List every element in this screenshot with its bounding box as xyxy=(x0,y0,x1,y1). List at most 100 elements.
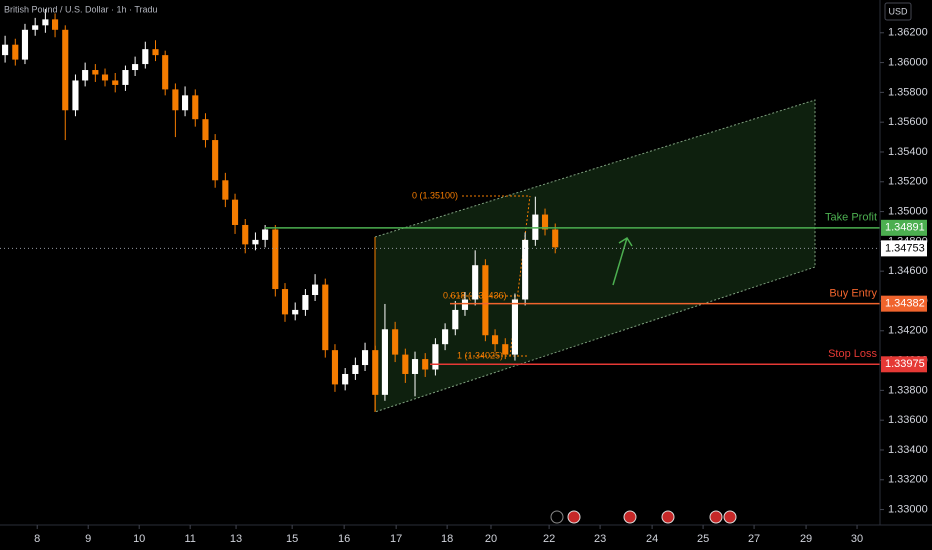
candle-body xyxy=(281,289,289,315)
candle-body xyxy=(452,309,459,330)
candle-body xyxy=(292,309,299,315)
candle-body xyxy=(242,224,249,245)
x-tick-label: 13 xyxy=(230,533,242,545)
y-tick-label: 1.34200 xyxy=(888,325,928,337)
fib-label: 1 (1.34025) xyxy=(457,350,503,360)
candle-body xyxy=(52,19,59,30)
candle-body xyxy=(322,284,329,351)
level-name: Stop Loss xyxy=(828,348,877,360)
candle-body xyxy=(342,373,349,385)
x-tick-label: 20 xyxy=(485,533,497,545)
candle-body xyxy=(152,49,159,56)
candle-body xyxy=(72,80,79,111)
x-tick-label: 17 xyxy=(390,533,402,545)
candle-body xyxy=(461,299,469,310)
candle-body xyxy=(432,344,439,370)
candle-body xyxy=(361,350,369,366)
x-tick-label: 9 xyxy=(85,533,91,545)
x-tick-label: 10 xyxy=(133,533,145,545)
candle-body xyxy=(21,29,29,60)
fib-trend xyxy=(509,195,531,357)
level-price-label: 1.33975 xyxy=(885,358,925,370)
x-tick-label: 25 xyxy=(697,533,709,545)
fib-label: 0 (1.35100) xyxy=(412,190,458,200)
event-icon[interactable] xyxy=(661,510,675,524)
candle-body xyxy=(231,199,239,225)
event-icon[interactable] xyxy=(709,510,723,524)
event-icon[interactable] xyxy=(550,510,564,524)
candle-body xyxy=(411,359,419,374)
current-price-label: 1.34753 xyxy=(885,242,925,254)
candle-body xyxy=(2,44,9,56)
candle-body xyxy=(182,95,189,111)
level-price-box xyxy=(881,219,927,236)
candle-body xyxy=(122,70,129,85)
currency: USD xyxy=(888,6,908,16)
current-price-box xyxy=(881,240,927,257)
candle-body xyxy=(402,354,409,374)
event-icon[interactable] xyxy=(567,510,581,524)
y-tick-label: 1.36000 xyxy=(888,56,928,68)
candle-body xyxy=(381,329,388,395)
level-name: Buy Entry xyxy=(829,288,877,300)
y-tick-label: 1.35400 xyxy=(888,146,928,158)
x-tick-label: 15 xyxy=(286,533,298,545)
candle-body xyxy=(32,25,39,30)
candle-body xyxy=(331,350,339,385)
candle-body xyxy=(132,64,139,71)
candle-body xyxy=(442,329,449,345)
candle-body xyxy=(192,95,199,120)
event-icon[interactable] xyxy=(723,510,737,524)
y-tick-label: 1.35600 xyxy=(888,116,928,128)
y-tick-label: 1.33600 xyxy=(888,414,928,426)
candle-body xyxy=(92,70,99,75)
y-tick-label: 1.33200 xyxy=(888,474,928,486)
level-price-box xyxy=(881,356,927,373)
candle-body xyxy=(552,229,559,248)
x-tick-label: 11 xyxy=(184,533,195,545)
x-tick-label: 27 xyxy=(748,533,760,545)
candle-body xyxy=(302,295,309,310)
y-tick-label: 1.34600 xyxy=(888,265,928,277)
candle-body xyxy=(482,265,489,336)
candle-body xyxy=(212,140,219,181)
y-tick-label: 1.33000 xyxy=(888,503,928,515)
candle-body xyxy=(262,229,269,240)
price-axis xyxy=(880,0,932,550)
x-tick-label: 8 xyxy=(34,533,40,545)
candle-body xyxy=(112,80,119,85)
candle-body xyxy=(142,49,149,65)
level-price-label: 1.34382 xyxy=(885,298,925,310)
candle-body xyxy=(272,229,279,290)
candle-body xyxy=(101,74,109,81)
candle-body xyxy=(252,239,259,245)
level-price-box xyxy=(881,295,927,312)
x-tick-label: 22 xyxy=(543,533,555,545)
candle-body xyxy=(12,44,19,60)
candle-body xyxy=(492,335,499,345)
candle-body xyxy=(202,119,209,141)
candle-body xyxy=(372,350,379,395)
y-tick-label: 1.35000 xyxy=(888,205,928,217)
candle-body xyxy=(541,214,549,230)
arrow xyxy=(612,236,633,286)
x-tick-label: 29 xyxy=(800,533,812,545)
candle-body xyxy=(422,359,429,370)
candle-body xyxy=(352,365,359,374)
candles xyxy=(0,8,880,412)
event-icon[interactable] xyxy=(623,510,637,524)
y-tick-label: 1.35200 xyxy=(888,176,928,188)
candle-body xyxy=(522,239,529,300)
x-tick-label: 24 xyxy=(646,533,658,545)
candle-body xyxy=(312,284,319,296)
level-price-label: 1.34891 xyxy=(885,222,925,234)
x-tick-label: 18 xyxy=(441,533,453,545)
y-tick-label: 1.33800 xyxy=(888,384,928,396)
x-tick-label: 16 xyxy=(338,533,350,545)
y-tick-label: 1.36200 xyxy=(888,27,928,39)
y-tick-label: 1.33400 xyxy=(888,444,928,456)
candle-body xyxy=(392,329,399,355)
candle-body xyxy=(511,299,519,355)
